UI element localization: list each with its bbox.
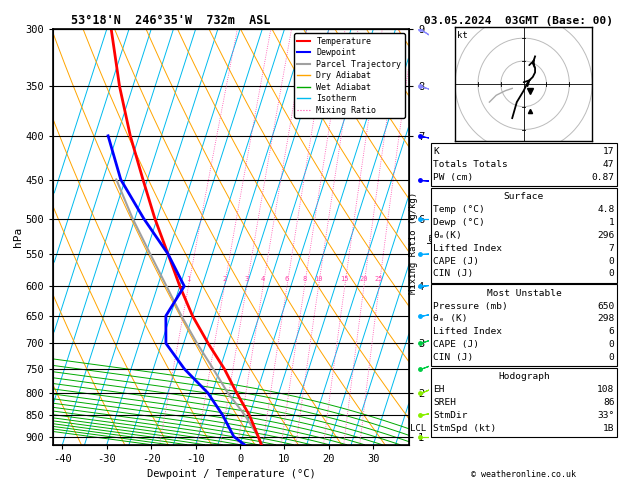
Text: 7: 7 xyxy=(609,243,615,253)
Text: 0: 0 xyxy=(609,269,615,278)
Text: 53°18'N  246°35'W  732m  ASL: 53°18'N 246°35'W 732m ASL xyxy=(71,14,270,27)
Text: 0.87: 0.87 xyxy=(591,173,615,182)
Text: 108: 108 xyxy=(598,385,615,394)
Text: EH: EH xyxy=(433,385,445,394)
Text: 4: 4 xyxy=(261,276,265,282)
Text: 17: 17 xyxy=(603,147,615,156)
Text: 25: 25 xyxy=(375,276,384,282)
Text: 33°: 33° xyxy=(598,411,615,420)
Text: Lifted Index: Lifted Index xyxy=(433,243,503,253)
Text: 1: 1 xyxy=(609,218,615,227)
Text: Dewp (°C): Dewp (°C) xyxy=(433,218,485,227)
Text: CAPE (J): CAPE (J) xyxy=(433,340,479,349)
Text: Lifted Index: Lifted Index xyxy=(433,327,503,336)
Text: 296: 296 xyxy=(598,231,615,240)
Text: 4.8: 4.8 xyxy=(598,205,615,214)
Text: 298: 298 xyxy=(598,314,615,324)
Text: CIN (J): CIN (J) xyxy=(433,353,474,362)
Y-axis label: hPa: hPa xyxy=(13,227,23,247)
Text: 650: 650 xyxy=(598,301,615,311)
Text: 6: 6 xyxy=(609,327,615,336)
Text: 0: 0 xyxy=(609,340,615,349)
Text: 47: 47 xyxy=(603,160,615,169)
Text: Surface: Surface xyxy=(504,192,544,201)
Text: 8: 8 xyxy=(303,276,307,282)
Text: Hodograph: Hodograph xyxy=(498,372,550,382)
Y-axis label: km
ASL: km ASL xyxy=(427,228,448,246)
Text: 3: 3 xyxy=(245,276,249,282)
Text: θₑ(K): θₑ(K) xyxy=(433,231,462,240)
X-axis label: Dewpoint / Temperature (°C): Dewpoint / Temperature (°C) xyxy=(147,469,316,479)
Text: SREH: SREH xyxy=(433,398,457,407)
Text: CAPE (J): CAPE (J) xyxy=(433,257,479,266)
Text: 0: 0 xyxy=(609,257,615,266)
Legend: Temperature, Dewpoint, Parcel Trajectory, Dry Adiabat, Wet Adiabat, Isotherm, Mi: Temperature, Dewpoint, Parcel Trajectory… xyxy=(294,34,404,118)
Text: CIN (J): CIN (J) xyxy=(433,269,474,278)
Text: 20: 20 xyxy=(360,276,368,282)
Text: Most Unstable: Most Unstable xyxy=(487,289,561,298)
Text: StmDir: StmDir xyxy=(433,411,468,420)
Text: 10: 10 xyxy=(314,276,323,282)
Text: θₑ (K): θₑ (K) xyxy=(433,314,468,324)
Text: 6: 6 xyxy=(285,276,289,282)
Text: Totals Totals: Totals Totals xyxy=(433,160,508,169)
Text: 1: 1 xyxy=(186,276,191,282)
Text: 0: 0 xyxy=(609,353,615,362)
Text: 2: 2 xyxy=(222,276,226,282)
Text: PW (cm): PW (cm) xyxy=(433,173,474,182)
Text: Temp (°C): Temp (°C) xyxy=(433,205,485,214)
Text: 1B: 1B xyxy=(603,424,615,433)
Text: © weatheronline.co.uk: © weatheronline.co.uk xyxy=(472,469,576,479)
Text: StmSpd (kt): StmSpd (kt) xyxy=(433,424,497,433)
Text: 86: 86 xyxy=(603,398,615,407)
Text: 15: 15 xyxy=(340,276,349,282)
Text: kt: kt xyxy=(457,31,468,40)
Text: K: K xyxy=(433,147,439,156)
Text: LCL: LCL xyxy=(410,424,426,433)
Text: 03.05.2024  03GMT (Base: 00): 03.05.2024 03GMT (Base: 00) xyxy=(425,16,613,26)
Text: Mixing Ratio (g/kg): Mixing Ratio (g/kg) xyxy=(409,192,418,294)
Text: Pressure (mb): Pressure (mb) xyxy=(433,301,508,311)
